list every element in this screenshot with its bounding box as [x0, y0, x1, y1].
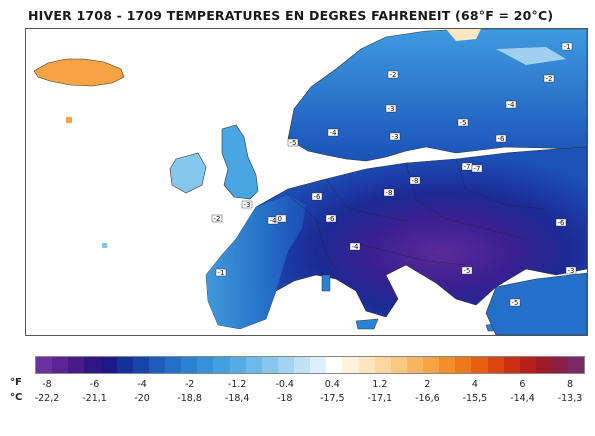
fahrenheit-tick-label: -6 — [89, 379, 100, 390]
color-scale-cell — [229, 357, 246, 373]
fahrenheit-tick-label: 1.2 — [372, 379, 388, 390]
svg-text:-3: -3 — [244, 201, 251, 209]
svg-text:-4: -4 — [352, 243, 360, 251]
svg-text:-5: -5 — [512, 299, 519, 307]
fahrenheit-tick-label: 4 — [471, 379, 478, 390]
svg-text:-3: -3 — [568, 267, 575, 275]
color-scale-cell — [342, 357, 359, 373]
svg-text:-3: -3 — [388, 105, 395, 113]
color-scale-cell — [390, 357, 407, 373]
color-scale-cell — [423, 357, 440, 373]
color-scale-cell — [487, 357, 504, 373]
celsius-unit-label: °C — [10, 392, 23, 403]
color-scale-cell — [552, 357, 569, 373]
color-scale-cell — [310, 357, 327, 373]
svg-text:-4: -4 — [270, 217, 278, 225]
europe-map-svg: -1 -2 -3 -4 -5 -6 -7 -8 -6 -5 -4 -3 -2 -… — [33, 29, 587, 335]
fahrenheit-tick-label: 2 — [424, 379, 431, 390]
celsius-tick-label: -18,8 — [177, 393, 202, 404]
color-scale-cell — [68, 357, 85, 373]
ireland — [169, 152, 207, 194]
celsius-tick-label: -17,5 — [319, 393, 345, 404]
color-scale-cell — [52, 357, 69, 373]
color-scale-cell — [294, 357, 311, 373]
celsius-tick-label: -14,4 — [510, 393, 535, 404]
color-scale-cell — [261, 357, 278, 373]
great-britain — [221, 124, 259, 200]
color-scale-cell — [439, 357, 456, 373]
svg-text:-1: -1 — [564, 43, 571, 51]
iceland-landmass — [33, 58, 125, 87]
svg-text:-5: -5 — [460, 119, 467, 127]
fahrenheit-tick-label: 0.4 — [324, 379, 340, 390]
svg-text:-4: -4 — [508, 101, 516, 109]
fahrenheit-unit-label: °F — [10, 377, 22, 388]
color-scale-cell — [84, 357, 101, 373]
color-scale-cell — [471, 357, 488, 373]
scandinavia-region — [287, 29, 587, 162]
celsius-tick-label: -16,6 — [415, 393, 440, 404]
svg-text:-2: -2 — [214, 215, 221, 223]
color-scale-cell — [406, 357, 423, 373]
celsius-tick-label: -15,5 — [462, 393, 488, 404]
fahrenheit-tick-label: -4 — [137, 379, 147, 390]
fahrenheit-tick-label: 6 — [519, 379, 526, 390]
color-scale-cell — [36, 357, 53, 373]
color-scale-cell — [374, 357, 391, 373]
color-scale-cell — [326, 357, 343, 373]
svg-text:-1: -1 — [218, 269, 225, 277]
color-scale-cell — [519, 357, 536, 373]
color-scale-cell — [132, 357, 149, 373]
svg-text:-5: -5 — [464, 267, 471, 275]
svg-text:-6: -6 — [558, 219, 566, 227]
color-scale-cell — [277, 357, 294, 373]
svg-text:-2: -2 — [546, 75, 553, 83]
color-scale-cell — [148, 357, 165, 373]
svg-text:-7: -7 — [474, 165, 481, 173]
fahrenheit-tick-label: -0.4 — [275, 379, 294, 390]
temperature-map: -1 -2 -3 -4 -5 -6 -7 -8 -6 -5 -4 -3 -2 -… — [25, 28, 588, 336]
color-scale-cell — [358, 357, 375, 373]
celsius-tick-label: -20 — [134, 393, 150, 404]
color-scale-cell — [116, 357, 133, 373]
color-scale-cell — [213, 357, 230, 373]
celsius-tick-label: -21,1 — [82, 393, 107, 404]
fahrenheit-tick-label: 8 — [566, 379, 574, 390]
svg-text:-8: -8 — [412, 177, 419, 185]
color-scale-bar — [35, 356, 585, 374]
contour-labels: -1 -2 -3 -4 -5 -6 -7 -8 -6 -5 -4 -3 -2 -… — [211, 42, 577, 307]
color-scale-cell — [568, 357, 585, 373]
svg-text:-4: -4 — [330, 129, 338, 137]
fahrenheit-tick-label: -8 — [42, 379, 52, 390]
celsius-tick-label: -18 — [276, 393, 293, 404]
color-scale-cell — [245, 357, 262, 373]
svg-text:-6: -6 — [498, 135, 506, 143]
color-scale-cell — [165, 357, 182, 373]
svg-text:-6: -6 — [328, 215, 336, 223]
fahrenheit-tick-label: -2 — [184, 379, 195, 390]
svg-text:-2: -2 — [390, 71, 397, 79]
celsius-tick-label: -13,3 — [557, 393, 583, 404]
color-scale-cell — [503, 357, 520, 373]
color-scale-cell — [100, 357, 117, 373]
color-scale-cell — [181, 357, 198, 373]
fahrenheit-tick-label: -1.2 — [227, 379, 247, 390]
map-title: HIVER 1708 - 1709 TEMPERATURES EN DEGRES… — [28, 8, 554, 23]
celsius-tick-label: -17,1 — [367, 393, 393, 404]
celsius-tick-label: -22,2 — [34, 393, 60, 404]
celsius-tick-label: -18,4 — [224, 393, 250, 404]
svg-text:-8: -8 — [386, 189, 393, 197]
color-scale-cell — [197, 357, 214, 373]
svg-text:-6: -6 — [314, 193, 322, 201]
svg-text:-3: -3 — [392, 133, 399, 141]
color-scale-cell — [535, 357, 552, 373]
color-scale-cell — [455, 357, 472, 373]
svg-text:-5: -5 — [290, 139, 297, 147]
svg-text:-7: -7 — [464, 163, 471, 171]
svg-text:0: 0 — [278, 215, 282, 223]
